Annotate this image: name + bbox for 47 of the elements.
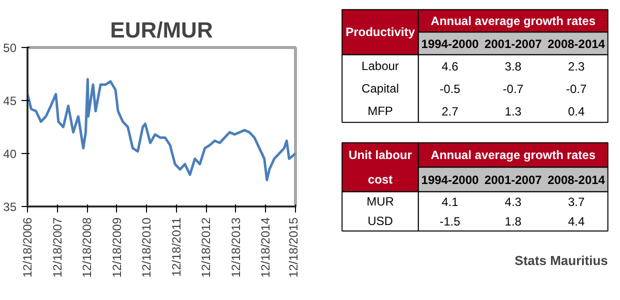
- data-label: -1.5: [440, 214, 461, 229]
- y-tick-label: Capital: [362, 82, 399, 96]
- x-tick-label: 12/18/2009: [110, 217, 124, 278]
- y-tick-label: 50: [3, 41, 17, 55]
- x-tick-label: 12/18/2006: [20, 217, 34, 278]
- x-tick-label: 2008-2014: [548, 173, 606, 188]
- x-tick-label: 12/18/2014: [258, 217, 273, 278]
- x-tick-label: 2001-2007: [484, 173, 542, 188]
- data-label: 2.7: [442, 104, 459, 119]
- x-tick-label: 12/18/2011: [169, 217, 184, 277]
- data-label: 3.8: [504, 60, 522, 74]
- x-tick-label: 2008-2014: [548, 36, 606, 51]
- data-label: 1.3: [504, 104, 522, 119]
- chart-title: EUR/MUR: [110, 18, 213, 42]
- x-tick-label: 12/18/2013: [228, 217, 243, 278]
- data-label: 4.1: [442, 195, 459, 210]
- data-label: -0.5: [440, 82, 461, 96]
- data-label: 2.3: [568, 60, 585, 74]
- y-tick-label: MFP: [368, 104, 393, 118]
- data-label: 1.8: [504, 214, 522, 229]
- y-axis-title: Productivity: [346, 25, 416, 40]
- data-label: 4.3: [504, 195, 522, 210]
- data-label: 0.4: [568, 104, 585, 119]
- chart-title: Annual average growth rates: [430, 14, 596, 28]
- y-tick-label: 40: [3, 147, 17, 161]
- y-axis-title: Unit labour cost: [348, 148, 412, 187]
- line-series: [28, 78, 296, 182]
- y-tick-label: Labour: [362, 59, 399, 73]
- x-tick-label: 12/18/2007: [50, 217, 64, 278]
- data-label: 4.6: [442, 60, 459, 74]
- x-tick-label: 1994-2000: [421, 173, 479, 188]
- data-label: -0.7: [502, 82, 524, 96]
- x-tick-label: 12/18/2010: [140, 217, 154, 278]
- y-tick-label: USD: [368, 214, 394, 228]
- data-label: 4.4: [568, 214, 585, 229]
- data-label: 3.7: [568, 195, 585, 210]
- y-tick-label: MUR: [366, 194, 394, 209]
- y-tick-label: 45: [3, 94, 17, 108]
- x-tick-label: 2001-2007: [484, 36, 542, 51]
- text: Stats Mauritius: [514, 252, 608, 268]
- y-tick-label: 35: [3, 200, 17, 214]
- x-tick-label: 12/18/2015: [286, 217, 300, 278]
- x-tick-label: 12/18/2008: [80, 217, 94, 278]
- x-tick-label: 12/18/2012: [199, 217, 214, 278]
- data-label: -0.7: [566, 82, 587, 96]
- x-tick-label: 1994-2000: [421, 36, 479, 51]
- chart-title: Annual average growth rates: [430, 148, 596, 162]
